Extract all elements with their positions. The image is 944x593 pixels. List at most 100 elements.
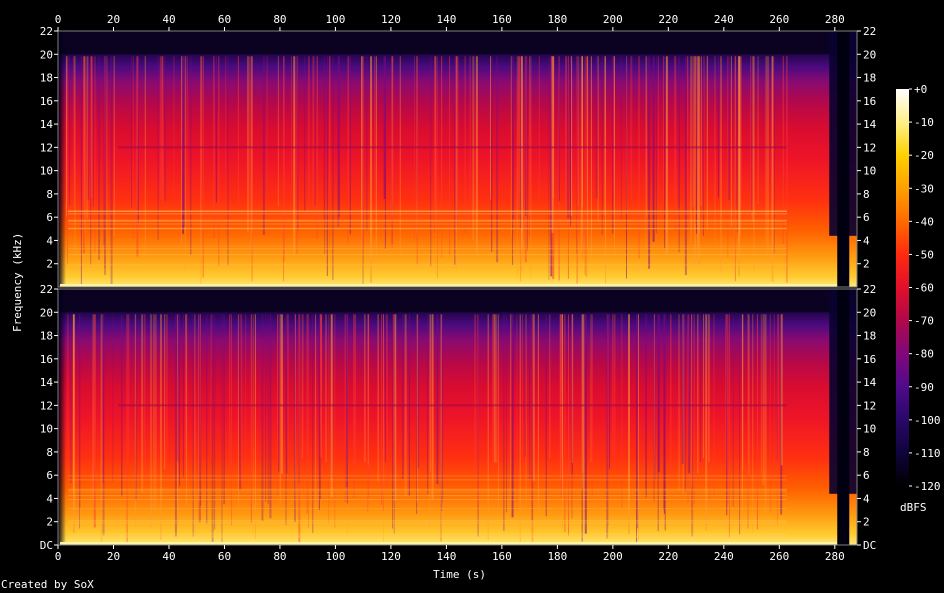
y-tick-label-left: 16 xyxy=(40,353,53,366)
y-tick-label-left: DC xyxy=(40,539,53,552)
y-tick-label-left: 20 xyxy=(40,48,53,61)
y-tick-label-left: 4 xyxy=(46,234,53,247)
colorbar-tick-label: +0 xyxy=(914,83,927,96)
y-tick-label-right: 10 xyxy=(863,423,876,436)
y-tick-label-right: 8 xyxy=(863,188,870,201)
x-tick-label-top: 220 xyxy=(658,13,678,26)
y-tick-label-left: 14 xyxy=(40,118,54,131)
y-tick-label-right: 18 xyxy=(863,330,876,343)
x-tick-label-bottom: 240 xyxy=(714,550,734,563)
colorbar-tick-label: -80 xyxy=(914,348,934,361)
x-tick-label-top: 260 xyxy=(769,13,789,26)
x-tick-label-top: 140 xyxy=(436,13,456,26)
x-tick-label-top: 240 xyxy=(714,13,734,26)
y-axis-bottom-right-ticks: 22 20 18 16 14 12 10 8 6 4 2 DC xyxy=(857,283,877,552)
spectrogram-channel-1 xyxy=(57,30,858,288)
y-tick-label-right: 8 xyxy=(863,446,870,459)
y-tick-label-right: 4 xyxy=(863,234,870,247)
x-tick-label-bottom: 20 xyxy=(107,550,120,563)
colorbar-tick-label: -20 xyxy=(914,149,934,162)
x-tick-label-top: 180 xyxy=(547,13,567,26)
colorbar-tick-label: -90 xyxy=(914,381,934,394)
y-tick-label-right: 6 xyxy=(863,469,870,482)
y-tick-label-left: 18 xyxy=(40,330,53,343)
y-tick-label-left: 14 xyxy=(40,376,54,389)
y-tick-label-right: 14 xyxy=(863,376,877,389)
y-tick-label-left: 6 xyxy=(46,469,53,482)
colorbar-tick-label: -60 xyxy=(914,282,934,295)
y-tick-label-left: 8 xyxy=(46,446,53,459)
credit-text: Created by SoX xyxy=(1,578,94,591)
x-tick-label-bottom: 120 xyxy=(381,550,401,563)
y-tick-label-right: 20 xyxy=(863,48,876,61)
x-tick-label-bottom: 140 xyxy=(436,550,456,563)
x-tick-label-bottom: 280 xyxy=(825,550,845,563)
y-tick-label-left: 10 xyxy=(40,423,53,436)
x-axis-label: Time (s) xyxy=(433,568,486,581)
y-tick-label-right: 6 xyxy=(863,211,870,224)
x-tick-label-top: 160 xyxy=(492,13,512,26)
y-tick-label-right: 16 xyxy=(863,95,876,108)
x-tick-label-top: 40 xyxy=(162,13,175,26)
x-tick-label-bottom: 260 xyxy=(769,550,789,563)
y-axis-top-right-ticks: 22 20 18 16 14 12 10 8 6 4 2 xyxy=(857,25,877,271)
y-tick-label-left: 6 xyxy=(46,211,53,224)
x-tick-label-bottom: 180 xyxy=(547,550,567,563)
colorbar-tick-label: -10 xyxy=(914,116,934,129)
colorbar-tick-label: -40 xyxy=(914,215,934,228)
x-tick-label-bottom: 60 xyxy=(218,550,231,563)
y-tick-label-left: 22 xyxy=(40,25,53,38)
x-tick-label-top: 60 xyxy=(218,13,231,26)
x-axis-top-ticks: 0 20 40 60 80 100 120 140 160 180 200 220 240 260 280 xyxy=(55,13,845,31)
y-tick-label-right: 16 xyxy=(863,353,876,366)
x-tick-label-top: 100 xyxy=(325,13,345,26)
spectrogram-channel-2 xyxy=(57,288,858,546)
y-tick-label-right: 22 xyxy=(863,283,876,296)
x-tick-label-bottom: 0 xyxy=(55,550,62,563)
x-axis-bottom-ticks: 0 20 40 60 80 100 120 140 160 180 200 220 240 260 280 xyxy=(55,545,845,563)
x-tick-label-bottom: 80 xyxy=(273,550,286,563)
y-tick-label-left: 12 xyxy=(40,141,53,154)
x-tick-label-bottom: 100 xyxy=(325,550,345,563)
y-tick-label-left: 20 xyxy=(40,306,53,319)
colorbar-tick-label: -70 xyxy=(914,315,934,328)
y-tick-label-right: 4 xyxy=(863,492,870,505)
y-tick-label-right: 2 xyxy=(863,258,870,271)
x-tick-label-top: 20 xyxy=(107,13,120,26)
x-tick-label-top: 0 xyxy=(55,13,62,26)
y-tick-label-left: 8 xyxy=(46,188,53,201)
colorbar-tick-label: -120 xyxy=(914,480,941,493)
y-tick-label-left: 2 xyxy=(46,516,53,529)
y-tick-label-right: 22 xyxy=(863,25,876,38)
y-tick-label-right: 2 xyxy=(863,516,870,529)
x-tick-label-bottom: 40 xyxy=(162,550,175,563)
y-tick-label-right: DC xyxy=(863,539,876,552)
y-tick-label-right: 14 xyxy=(863,118,877,131)
y-tick-label-left: 2 xyxy=(46,258,53,271)
y-tick-label-left: 16 xyxy=(40,95,53,108)
x-tick-label-bottom: 220 xyxy=(658,550,678,563)
colorbar-tick-label: -50 xyxy=(914,248,934,261)
x-tick-label-top: 200 xyxy=(603,13,623,26)
colorbar-tick-label: -110 xyxy=(914,447,941,460)
y-tick-label-left: 12 xyxy=(40,399,53,412)
y-tick-label-right: 12 xyxy=(863,399,876,412)
y-tick-label-left: 10 xyxy=(40,165,53,178)
x-tick-label-top: 280 xyxy=(825,13,845,26)
y-axis-bottom-left-ticks: 22 20 18 16 14 12 10 8 6 4 2 DC xyxy=(40,283,58,552)
colorbar: +0 -10 -20 -30 -40 -50 -60 -70 -80 -90 -100 -110 -12… xyxy=(896,83,941,514)
colorbar-tick-label: -30 xyxy=(914,182,934,195)
x-tick-label-bottom: 160 xyxy=(492,550,512,563)
colorbar-label: dBFS xyxy=(900,501,927,514)
y-tick-label-right: 12 xyxy=(863,141,876,154)
y-tick-label-left: 22 xyxy=(40,283,53,296)
y-axis-label: Frequency (kHz) xyxy=(11,233,24,332)
y-tick-label-right: 18 xyxy=(863,72,876,85)
x-tick-label-top: 120 xyxy=(381,13,401,26)
x-tick-label-bottom: 200 xyxy=(603,550,623,563)
x-tick-label-top: 80 xyxy=(273,13,286,26)
y-tick-label-right: 10 xyxy=(863,165,876,178)
y-tick-label-left: 4 xyxy=(46,492,53,505)
y-axis-top-left-ticks: 22 20 18 16 14 12 10 8 6 4 2 xyxy=(40,25,58,271)
